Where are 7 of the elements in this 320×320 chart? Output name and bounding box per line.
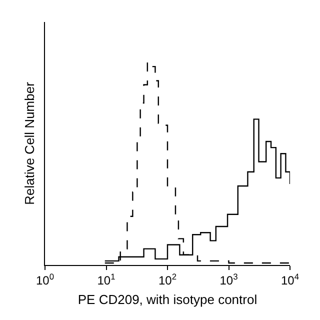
x-axis-title: PE CD209, with isotype control	[78, 292, 258, 307]
x-tick-label: 10$^{0}$	[36, 271, 54, 288]
x-tick-label: 10$^{4}$	[280, 271, 300, 288]
x-tick-label: 10$^{1}$	[97, 271, 116, 288]
x-tick-label: 10$^{3}$	[220, 271, 238, 288]
x-tick-label: 10$^{2}$	[158, 271, 177, 288]
y-axis-title: Relative Cell Number	[22, 81, 37, 205]
